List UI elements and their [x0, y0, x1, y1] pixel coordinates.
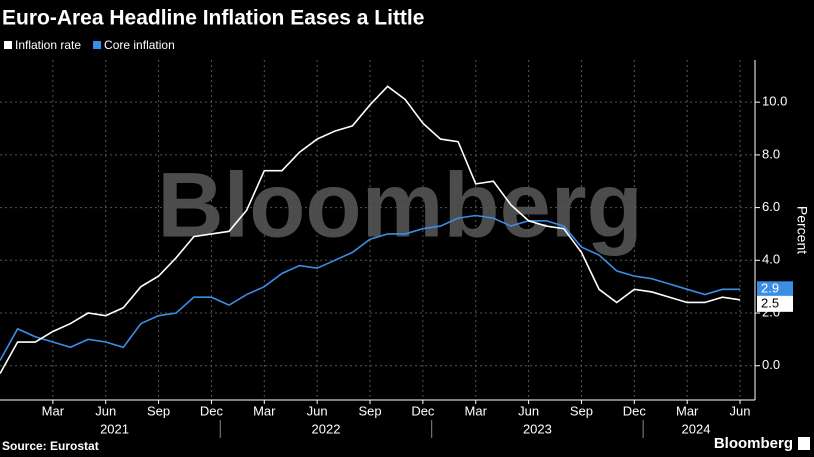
- x-tick-label: Mar: [42, 403, 65, 418]
- end-label-box: [757, 295, 793, 312]
- x-group-label: 2022: [312, 421, 341, 436]
- x-tick-label: Sep: [570, 403, 593, 418]
- y-tick-label: 6.0: [762, 199, 780, 214]
- y-tick-label: 4.0: [762, 252, 780, 267]
- x-tick-label: Jun: [518, 403, 539, 418]
- x-tick-label: Jun: [307, 403, 328, 418]
- x-tick-label: Dec: [623, 403, 647, 418]
- x-tick-label: Mar: [676, 403, 699, 418]
- legend-label: Inflation rate: [15, 38, 81, 52]
- x-tick-label: Sep: [147, 403, 170, 418]
- x-tick-label: Jun: [95, 403, 116, 418]
- x-tick-label: Mar: [465, 403, 488, 418]
- x-tick-label: Jun: [730, 403, 751, 418]
- y-tick-label: 8.0: [762, 146, 780, 161]
- y-tick-label: 10.0: [762, 94, 787, 109]
- source: Source: Eurostat: [2, 439, 99, 453]
- y-tick-label: 0.0: [762, 357, 780, 372]
- x-tick-label: Dec: [200, 403, 224, 418]
- chart-title: Euro-Area Headline Inflation Eases a Lit…: [2, 7, 424, 30]
- end-label: 2.9: [761, 281, 779, 296]
- y-axis-label: Percent: [794, 206, 810, 254]
- x-group-label: 2021: [100, 421, 129, 436]
- brand-icon: [798, 437, 810, 450]
- line-series: [0, 85, 741, 375]
- brand: Bloomberg: [714, 435, 793, 452]
- legend-swatch: [93, 41, 102, 49]
- legend-swatch: [4, 41, 12, 49]
- x-tick-label: Sep: [358, 403, 381, 418]
- end-label: 2.5: [761, 295, 779, 310]
- x-group-label: 2023: [523, 421, 552, 436]
- watermark: Bloomberg: [157, 154, 643, 256]
- legend-label: Core inflation: [104, 38, 175, 52]
- x-tick-label: Mar: [253, 403, 276, 418]
- end-label-box: [757, 281, 793, 298]
- x-tick-label: Dec: [411, 403, 435, 418]
- x-group-label: 2024: [682, 421, 711, 436]
- line-series: [0, 214, 741, 361]
